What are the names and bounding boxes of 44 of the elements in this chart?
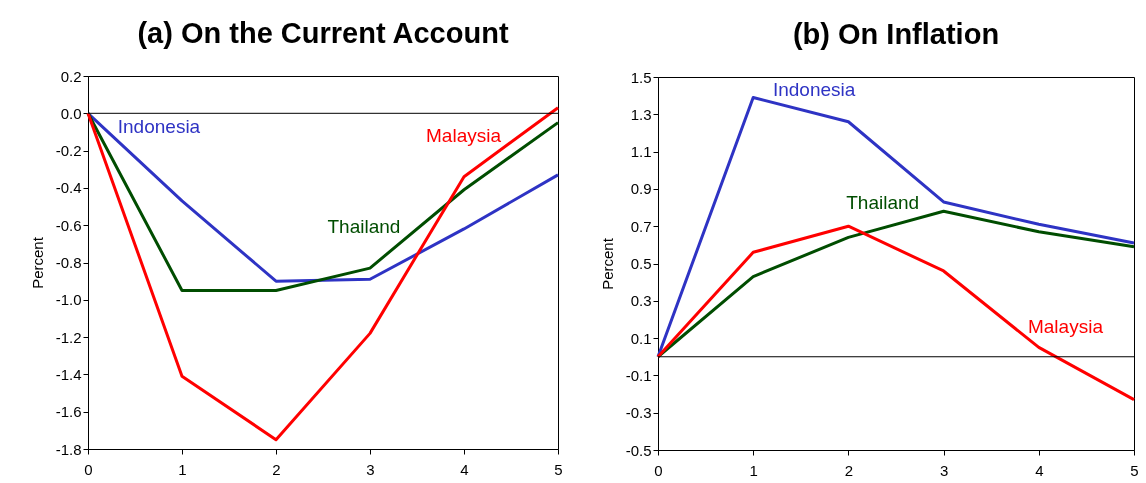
- y-tick-label: 0.7: [630, 217, 652, 235]
- x-tick-label: 1: [178, 460, 187, 478]
- y-tick-label: 0.1: [630, 329, 652, 347]
- x-tick-label: 0: [84, 460, 93, 478]
- x-tick-label: 0: [654, 461, 663, 479]
- y-tick-label: -0.6: [55, 216, 82, 234]
- y-tick-label: 1.1: [630, 143, 652, 161]
- chart-title: (b) On Inflation: [792, 18, 1000, 50]
- y-tick-label: -0.8: [55, 254, 82, 271]
- y-axis-title: Percent: [28, 236, 46, 289]
- x-tick-label: 2: [844, 461, 854, 479]
- y-axis-title: Percent: [598, 237, 616, 290]
- x-tick-label: 4: [460, 460, 469, 478]
- chart-title: (a) On the Current Account: [137, 17, 509, 49]
- y-tick-label: 0.3: [630, 292, 652, 310]
- y-tick-label: -0.2: [55, 142, 82, 160]
- x-tick-label: 3: [366, 460, 375, 478]
- y-tick-label: -0.1: [625, 366, 652, 384]
- y-tick-label: -1.0: [55, 291, 82, 309]
- x-tick-label: 5: [1130, 461, 1139, 479]
- y-tick-label: -1.2: [55, 328, 82, 346]
- y-tick-label: -1.4: [55, 365, 82, 383]
- y-tick-label: 0.9: [630, 180, 652, 198]
- series-label: Thailand: [846, 192, 920, 214]
- y-tick-label: 0.2: [60, 67, 82, 85]
- y-tick-label: -0.3: [625, 404, 652, 422]
- series-label: Malaysia: [426, 125, 502, 147]
- series-label: Thailand: [327, 216, 401, 238]
- series-label: Indonesia: [772, 79, 856, 101]
- x-tick-label: 4: [1035, 461, 1044, 479]
- x-tick-label: 2: [272, 460, 281, 478]
- y-tick-label: 0.5: [630, 255, 652, 272]
- series-label: Malaysia: [1027, 315, 1104, 337]
- x-tick-label: 5: [554, 460, 563, 478]
- y-tick-label: -1.6: [55, 403, 82, 421]
- y-tick-label: 1.5: [630, 68, 652, 86]
- series-label: Indonesia: [117, 116, 201, 138]
- y-tick-label: -1.8: [55, 440, 82, 458]
- y-tick-label: 0.0: [60, 104, 82, 122]
- x-tick-label: 1: [749, 461, 758, 479]
- y-tick-label: -0.4: [55, 179, 82, 197]
- y-tick-label: -0.5: [625, 441, 652, 459]
- x-tick-label: 3: [939, 461, 949, 479]
- y-tick-label: 1.3: [630, 105, 652, 123]
